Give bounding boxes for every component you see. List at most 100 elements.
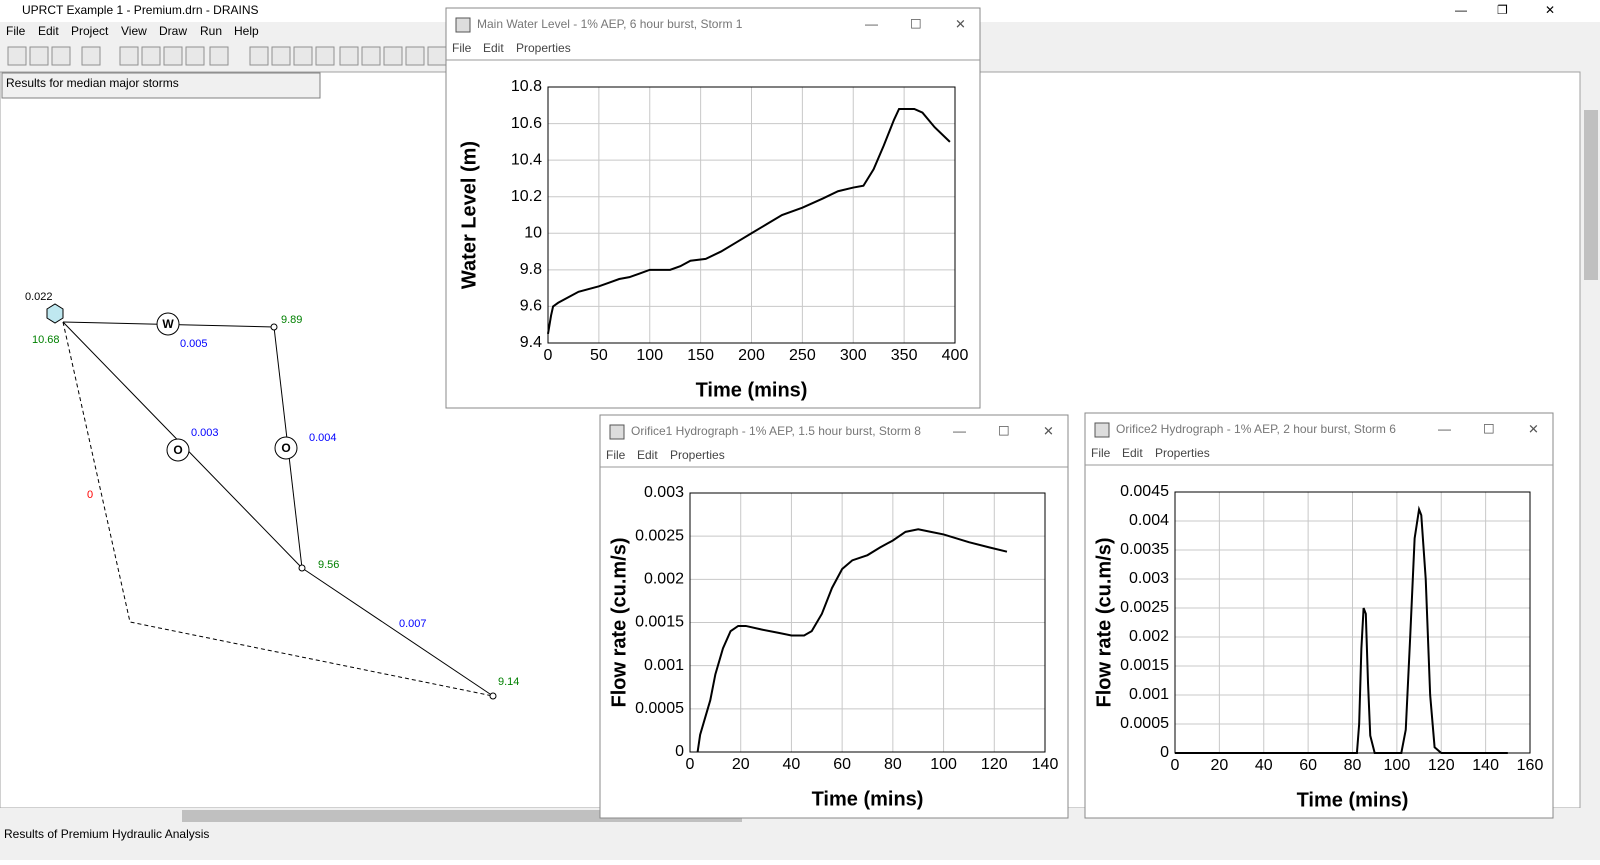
x-tick-label: 150 [687,347,714,364]
window-control[interactable]: ☐ [1483,421,1495,436]
toolbar-button[interactable] [119,46,139,66]
y-tick-label: 9.4 [520,334,542,351]
structure-label: O [173,443,182,457]
network-label: 0.005 [180,338,208,350]
pit [298,564,306,572]
child-window [599,414,1069,819]
structure-label: O [281,441,290,455]
toolbar-button[interactable] [271,46,291,66]
window-control[interactable]: ✕ [1528,421,1539,436]
x-tick-label: 0 [1171,757,1180,774]
window-control[interactable]: — [1455,3,1467,17]
toolbar-button[interactable] [339,46,359,66]
pit [489,692,497,700]
y-tick-label: 0.0045 [1120,483,1169,500]
x-tick-label: 200 [738,347,765,364]
window-menu-item[interactable]: Edit [637,448,658,462]
toolbar-button[interactable] [209,46,229,66]
network-label: 0.007 [399,618,427,630]
y-tick-label: 0.0035 [1120,541,1169,558]
toolbar-button[interactable] [383,46,403,66]
toolbar-button[interactable] [81,46,101,66]
menu-item[interactable]: Project [71,24,109,38]
window-control[interactable]: — [865,16,878,31]
network-label: 0.003 [191,427,219,439]
y-axis-label: Flow rate (cu.m/s) [608,537,630,707]
y-tick-label: 0.001 [1129,686,1169,703]
x-tick-label: 350 [891,347,918,364]
menu-item[interactable]: Edit [38,24,59,38]
child-window [1084,412,1554,819]
toolbar-button[interactable] [293,46,313,66]
y-tick-label: 10.4 [511,151,542,168]
toolbar-button[interactable] [405,46,425,66]
y-tick-label: 10.2 [511,188,542,205]
window-menu-item[interactable]: Properties [670,448,725,462]
window-icon [1094,422,1110,438]
toolbar-button[interactable] [361,46,381,66]
y-tick-label: 0.0015 [1120,657,1169,674]
window-menu-item[interactable]: Properties [516,41,571,55]
toolbar-button[interactable] [249,46,269,66]
x-tick-label: 140 [1472,757,1499,774]
data-line [1175,505,1508,754]
plot-frame [547,86,956,344]
app-title: UPRCT Example 1 - Premium.drn - DRAINS [22,3,259,17]
menu-item[interactable]: Run [200,24,222,38]
toolbar-button[interactable] [185,46,205,66]
window-menu-item[interactable]: File [606,448,626,462]
y-tick-label: 10 [524,225,542,242]
window-control[interactable]: — [1438,421,1451,436]
child-window [445,7,981,409]
window-control[interactable]: ✕ [1043,423,1054,438]
toolbar-button[interactable] [29,46,49,66]
toolbar-button[interactable] [315,46,335,66]
x-axis-label: Time (mins) [812,788,924,810]
structure-label: W [162,317,174,331]
menu-item[interactable]: Draw [159,24,187,38]
toolbar-button[interactable] [51,46,71,66]
y-axis-label: Water Level (m) [458,141,480,289]
x-tick-label: 80 [884,756,902,773]
menu-item[interactable]: File [6,24,26,38]
window-menu-item[interactable]: File [1091,446,1111,460]
toolbar-button[interactable] [163,46,183,66]
window-menu-item[interactable]: Properties [1155,446,1210,460]
window-control[interactable]: — [953,423,966,438]
toolbar-button[interactable] [141,46,161,66]
toolbar-button[interactable] [7,46,27,66]
menu-item[interactable]: Help [234,24,259,38]
toolbar-button[interactable] [427,46,447,66]
window-menu-item[interactable]: Edit [1122,446,1143,460]
x-tick-label: 100 [1384,757,1411,774]
data-line [696,528,1008,753]
window-title: Orifice2 Hydrograph - 1% AEP, 2 hour bur… [1116,422,1396,436]
data-line [547,107,951,335]
menu-item[interactable]: View [121,24,147,38]
window-control[interactable]: ❐ [1497,3,1508,17]
x-tick-label: 20 [732,756,750,773]
y-axis-label: Flow rate (cu.m/s) [1093,537,1115,707]
y-tick-label: 0.003 [1129,570,1169,587]
window-control[interactable]: ☐ [910,16,922,31]
network-label: 9.14 [498,676,519,688]
x-tick-label: 0 [544,347,553,364]
x-axis-label: Time (mins) [696,379,808,401]
overflow-route [62,321,494,697]
x-tick-label: 250 [789,347,816,364]
window-menu-item[interactable]: File [452,41,472,55]
x-tick-label: 140 [1032,756,1059,773]
x-tick-label: 50 [590,347,608,364]
x-tick-label: 160 [1517,757,1544,774]
x-tick-label: 60 [1299,757,1317,774]
x-tick-label: 0 [686,756,695,773]
node-basin [46,303,64,324]
x-tick-label: 60 [833,756,851,773]
v-scroll-thumb[interactable] [1584,110,1598,280]
window-control[interactable]: ☐ [998,423,1010,438]
window-menu-item[interactable]: Edit [483,41,504,55]
window-control[interactable]: ✕ [955,16,966,31]
window-control[interactable]: ✕ [1545,3,1555,17]
window-title: Orifice1 Hydrograph - 1% AEP, 1.5 hour b… [631,424,921,438]
